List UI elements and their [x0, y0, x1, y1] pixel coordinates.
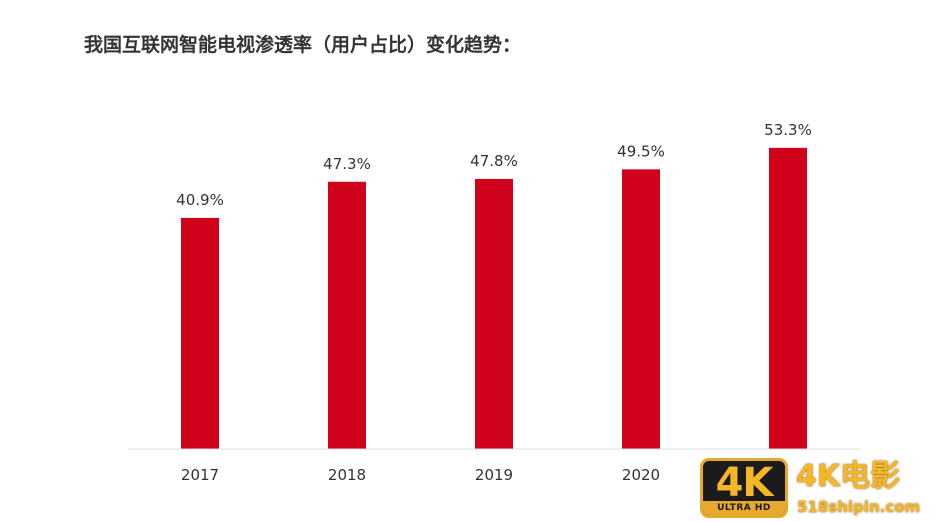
badge-text: 4K [715, 460, 774, 506]
data-label-2017: 40.9% [176, 191, 224, 209]
x-tick-label-2017: 2017 [181, 466, 219, 484]
bar-2020 [622, 169, 660, 449]
brand-name: 4K电影 [796, 459, 901, 494]
bar-2021 [769, 147, 807, 450]
data-label-2019: 47.8% [470, 152, 518, 170]
data-label-2018: 47.3% [323, 155, 371, 173]
bars-group [181, 147, 807, 450]
bar-2019 [475, 178, 513, 449]
watermark: 4K ULTRA HD 4K电影 518shipin.com [700, 458, 936, 522]
chart-title: 我国互联网智能电视渗透率（用户占比）变化趋势： [84, 34, 522, 56]
x-tick-label-2018: 2018 [328, 466, 366, 484]
x-tick-label-2020: 2020 [622, 466, 660, 484]
data-labels: 40.9% 47.3% 47.8% 49.5% 53.3% [176, 121, 812, 209]
bar-2018 [328, 181, 366, 449]
bar-2017 [181, 217, 219, 449]
data-label-2021: 53.3% [764, 121, 812, 139]
x-tick-labels: 2017 2018 2019 2020 [181, 466, 660, 484]
4k-badge-logo: 4K ULTRA HD [700, 458, 788, 518]
data-label-2020: 49.5% [617, 142, 665, 160]
brand-url: 518shipin.com [797, 498, 921, 516]
badge-subtext: ULTRA HD [703, 501, 785, 515]
x-tick-label-2019: 2019 [475, 466, 513, 484]
